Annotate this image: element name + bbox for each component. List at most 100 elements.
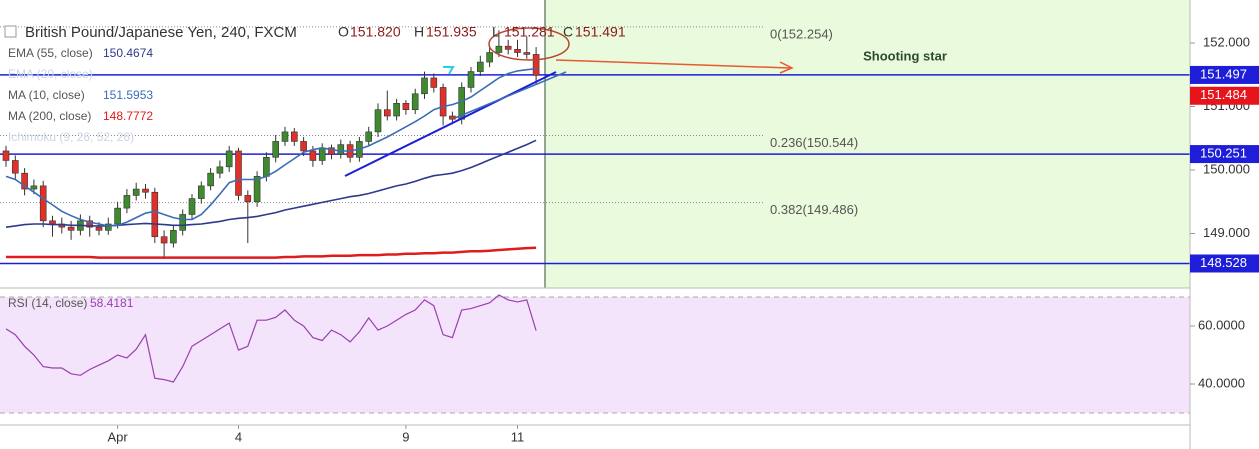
candle-body <box>86 220 93 228</box>
candle-body <box>430 77 438 88</box>
candle-body <box>318 147 326 161</box>
candle-body <box>21 172 28 190</box>
candle-body <box>411 93 419 110</box>
y-tick-label: 149.000 <box>1203 225 1250 240</box>
candle-body <box>142 188 149 193</box>
fib-label: 0.236(150.544) <box>770 135 858 150</box>
trend-line <box>454 71 567 119</box>
candle-body <box>188 198 196 215</box>
y-tick-label: 152.000 <box>1203 34 1250 49</box>
y-tick-label: 150.000 <box>1203 161 1250 176</box>
candle-body <box>532 54 540 76</box>
x-tick-label: Apr <box>107 429 128 444</box>
ohlc-prefix: O <box>338 24 349 40</box>
candle-body <box>244 195 252 203</box>
candle-body <box>67 226 75 231</box>
candle-body <box>309 150 317 161</box>
indicator-line <box>6 246 537 259</box>
y-tick-label: 40.0000 <box>1198 375 1245 390</box>
price-tag-label: 151.497 <box>1200 66 1247 81</box>
candle-body <box>272 141 280 158</box>
candle-body <box>402 103 410 110</box>
candle-body <box>198 185 205 199</box>
price-tag <box>1190 254 1259 273</box>
ohlc-value: 151.491 <box>575 24 626 40</box>
candle-body <box>95 226 103 231</box>
candle-body <box>225 150 233 168</box>
price-tag-label: 150.251 <box>1200 146 1247 161</box>
price-tag <box>1190 86 1259 105</box>
marker-arrow <box>443 66 455 75</box>
rsi-line <box>5 294 537 383</box>
candle-body <box>514 49 521 53</box>
ohlc-value: 151.281 <box>504 24 555 40</box>
legend-value: 148.7772 <box>103 109 153 123</box>
candle-body <box>151 191 159 237</box>
legend-name: MA (10, close) <box>8 88 85 102</box>
candle-body <box>105 223 112 231</box>
ohlc-prefix: L <box>492 24 500 40</box>
candle-body <box>486 52 493 63</box>
highlight-ellipse <box>488 27 570 61</box>
legend-value: 151.5953 <box>103 88 153 102</box>
candle-body <box>263 157 270 177</box>
candle-body <box>439 87 447 117</box>
price-tag-label: 151.484 <box>1200 87 1247 102</box>
rsi-legend: RSI (14, close) <box>8 296 87 310</box>
candle-body <box>170 230 177 244</box>
legend-name: EMA (55, close) <box>8 46 93 60</box>
legend-name: EMA (20, close) <box>8 67 93 81</box>
candle-body <box>504 45 512 50</box>
legend-toggle[interactable] <box>4 25 17 38</box>
candle-body <box>495 45 503 53</box>
candle-body <box>49 220 56 225</box>
candle-body <box>328 147 335 155</box>
candle-body <box>114 207 121 225</box>
candle-body <box>253 176 261 203</box>
price-tag <box>1190 145 1259 164</box>
ohlc-prefix: C <box>563 24 573 40</box>
legend-value: 58.4181 <box>90 296 134 310</box>
y-tick-label: 60.0000 <box>1198 317 1245 332</box>
candle-body <box>281 131 289 142</box>
candle-body <box>235 150 242 196</box>
rsi-band <box>0 296 1190 413</box>
legend-name: MA (200, close) <box>8 109 91 123</box>
candle-body <box>179 214 186 231</box>
x-tick-label: 9 <box>402 429 409 444</box>
candle-body <box>365 131 373 142</box>
annotation: Shooting star <box>863 48 947 63</box>
indicator-line <box>5 67 537 227</box>
candle-body <box>12 160 19 174</box>
trend-line <box>344 71 557 177</box>
candle-body <box>449 115 456 120</box>
x-tick-label: 4 <box>235 429 242 444</box>
x-tick-label: 11 <box>511 429 525 444</box>
fib-label: 0(152.254) <box>770 26 833 41</box>
plot-layer: 0(152.254) 0.236(150.544) 0.382(149.486) <box>0 26 1190 414</box>
candle-body <box>467 71 475 88</box>
ohlc-prefix: H <box>414 24 424 40</box>
candle-body <box>523 52 531 55</box>
candle-body <box>300 141 307 152</box>
chart-title: British Pound/Japanese Yen, 240, FXCM <box>25 24 297 41</box>
candle-body <box>2 150 10 161</box>
candle-body <box>207 172 214 187</box>
candle-body <box>216 166 224 174</box>
legend-value: 150.4674 <box>103 46 153 60</box>
projection-zone <box>545 0 1190 288</box>
candle-body <box>132 188 140 196</box>
candle-body <box>39 185 47 222</box>
candle-body <box>374 109 382 133</box>
price-tag-label: 148.528 <box>1200 255 1247 270</box>
candle-body <box>337 144 345 155</box>
candle-body <box>30 185 38 190</box>
candle-body <box>383 109 391 117</box>
price-tag <box>1190 65 1259 84</box>
candle-body <box>421 77 428 95</box>
candle-body <box>290 131 298 142</box>
arrow-head <box>779 61 794 74</box>
ohlc-value: 151.820 <box>350 24 401 40</box>
legend-name: Ichimoku (9, 26, 52, 26) <box>8 130 134 144</box>
